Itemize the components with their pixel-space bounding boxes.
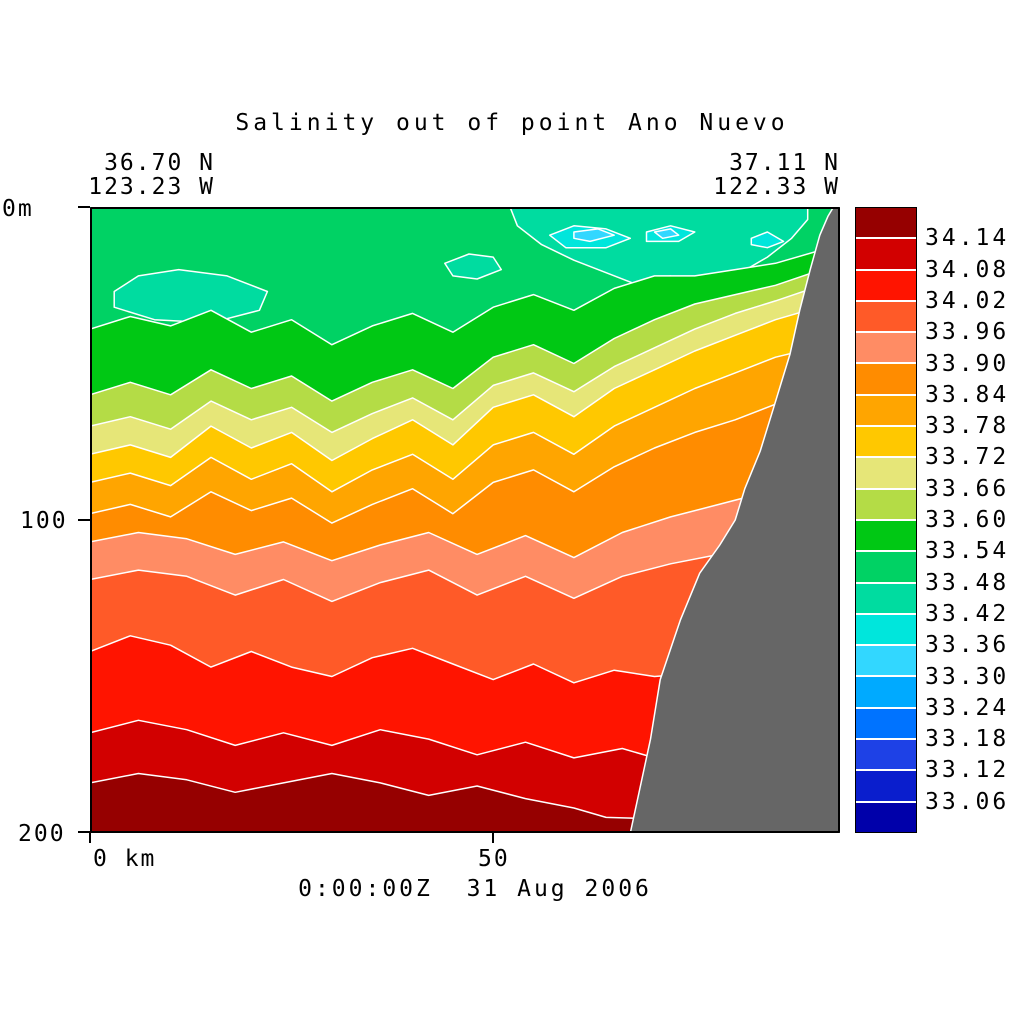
right-longitude-label: 122.33 W: [713, 174, 840, 200]
y-axis-label-200: 200: [18, 821, 66, 847]
colorbar-label-34.02: 34.02: [925, 287, 1010, 314]
colorbar-label-33.60: 33.60: [925, 507, 1010, 533]
colorbar-cell-15: [856, 677, 916, 707]
contour-line-33.6: [90, 262, 840, 402]
salinity-band-34.14: [90, 773, 840, 833]
colorbar-label-33.48: 33.48: [925, 569, 1010, 596]
contour-line-33.54: [90, 243, 840, 346]
chart-title: Salinity out of point Ano Nuevo: [235, 110, 789, 136]
colorbar-cell-12: [856, 583, 916, 613]
fresh-patch-33.42-33.48: [444, 253, 503, 280]
contour-line-33.84: [90, 390, 840, 524]
colorbar-labels: 34.14 34.08 34.02 33.96 33.90 33.84 33.78 33.72…: [925, 207, 1024, 833]
seafloor-edge-line: [629, 207, 835, 833]
colorbar-cell-6: [856, 395, 916, 426]
left-longitude-label: 123.23 W: [88, 174, 215, 200]
fresh-patch-33.30-33.36: [653, 228, 680, 240]
colorbar-cell-13: [856, 614, 916, 645]
colorbar-label-33.06: 33.06: [925, 788, 1010, 815]
y-tick-0: [78, 206, 90, 208]
y-axis-label-100: 100: [20, 508, 68, 534]
timestamp-label: 0:00:00Z 31 Aug 2006: [298, 876, 652, 902]
colorbar-label-34.14: 34.14: [925, 225, 1010, 252]
x-axis-label-50: 50: [478, 846, 510, 872]
colorbar-cell-0: [856, 208, 916, 238]
contour-line-33.96: [90, 541, 840, 603]
plot-frame: [90, 207, 840, 833]
colorbar-label-33.78: 33.78: [925, 413, 1010, 440]
colorbar-cell-11: [856, 552, 916, 582]
colorbar-label-33.12: 33.12: [925, 757, 1010, 784]
colorbar-cell-17: [856, 740, 916, 770]
colorbar-label-33.54: 33.54: [925, 538, 1010, 565]
colorbar-cell-5: [856, 364, 916, 394]
y-tick-200: [78, 831, 90, 833]
colorbar: [855, 207, 917, 833]
y-tick-100: [78, 519, 90, 521]
contour-line-33.78: [90, 340, 840, 493]
colorbar-label-34.08: 34.08: [925, 256, 1010, 283]
fresh-patch-33.30-33.36: [573, 228, 615, 243]
x-axis-label-0km: 0 km: [93, 846, 157, 872]
colorbar-label-33.24: 33.24: [925, 694, 1010, 721]
colorbar-label-33.90: 33.90: [925, 350, 1010, 377]
contour-line-33.72: [90, 300, 840, 462]
fresh-patch-33.42-33.48: [113, 268, 269, 324]
colorbar-cell-2: [856, 270, 916, 300]
colorbar-cell-16: [856, 708, 916, 739]
fresh-patch-33.36-33.42: [750, 231, 785, 249]
left-latitude-label: 36.70 N: [104, 150, 215, 176]
contour-line-34.08: [90, 719, 840, 765]
colorbar-cell-3: [856, 301, 916, 332]
colorbar-label-33.96: 33.96: [925, 319, 1010, 346]
colorbar-cell-14: [856, 646, 916, 676]
colorbar-cell-8: [856, 458, 916, 488]
contour-svg: [90, 207, 840, 833]
plot-area: [90, 207, 840, 833]
x-tick-50: [492, 833, 494, 843]
colorbar-label-33.18: 33.18: [925, 726, 1010, 753]
colorbar-cell-10: [856, 520, 916, 551]
colorbar-cell-7: [856, 427, 916, 457]
colorbar-cell-18: [856, 771, 916, 801]
contour-line-34.14: [90, 772, 840, 825]
colorbar-label-33.84: 33.84: [925, 381, 1010, 408]
x-tick-0: [89, 833, 91, 843]
contour-line-33.66: [90, 278, 840, 434]
contour-line-34.02: [90, 635, 840, 684]
colorbar-label-33.30: 33.30: [925, 663, 1010, 690]
colorbar-label-33.36: 33.36: [925, 632, 1010, 659]
colorbar-cell-4: [856, 333, 916, 363]
colorbar-label-33.42: 33.42: [925, 600, 1010, 627]
right-latitude-label: 37.11 N: [729, 150, 840, 176]
colorbar-cell-19: [856, 802, 916, 832]
contour-line-33.9: [90, 478, 840, 562]
colorbar-cell-9: [856, 489, 916, 519]
colorbar-cell-1: [856, 239, 916, 269]
colorbar-label-33.66: 33.66: [925, 475, 1010, 502]
colorbar-label-33.72: 33.72: [925, 444, 1010, 471]
y-axis-label-0m: 0m: [2, 196, 34, 222]
